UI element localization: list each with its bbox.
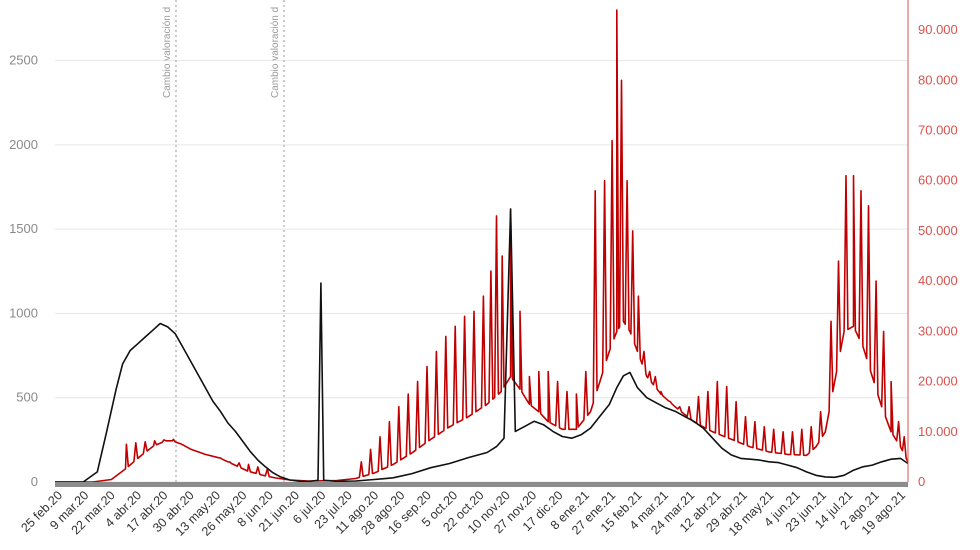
series-path bbox=[55, 208, 909, 483]
annotation-label: Cambio valoración d bbox=[270, 7, 281, 98]
y-right-tick-label: 50.000 bbox=[918, 223, 958, 238]
series-path bbox=[55, 9, 909, 483]
series-black-line bbox=[55, 208, 909, 483]
y-right-tick-label: 10.000 bbox=[918, 424, 958, 439]
series-red-line bbox=[55, 9, 909, 483]
y-left-tick-label: 500 bbox=[16, 390, 38, 405]
y-left-tick-label: 0 bbox=[31, 474, 38, 489]
y-right-tick-label: 90.000 bbox=[918, 22, 958, 37]
y-right-tick-label: 30.000 bbox=[918, 323, 958, 338]
y-left-tick-label: 2000 bbox=[9, 137, 38, 152]
y-right-tick-label: 80.000 bbox=[918, 72, 958, 87]
y-left-tick-label: 1000 bbox=[9, 305, 38, 320]
y-left-tick-label: 2500 bbox=[9, 53, 38, 68]
y-axis-left: 0 500 1000 1500 2000 2500 bbox=[9, 53, 38, 489]
y-axis-right: 0 10.000 20.000 30.000 40.000 50.000 60.000 70.… bbox=[907, 0, 958, 489]
annotation-lines bbox=[175, 0, 285, 482]
annotations: Cambio valoración d Cambio valoración d bbox=[162, 7, 281, 98]
y-right-tick-label: 70.000 bbox=[918, 123, 958, 138]
y-right-tick-label: 0 bbox=[918, 474, 925, 489]
gridlines bbox=[55, 60, 908, 483]
annotation-label: Cambio valoración d bbox=[162, 7, 173, 98]
y-left-tick-label: 1500 bbox=[9, 221, 38, 236]
y-right-tick-label: 40.000 bbox=[918, 273, 958, 288]
y-right-tick-label: 20.000 bbox=[918, 374, 958, 389]
x-axis-bar bbox=[55, 482, 908, 487]
y-right-tick-label: 60.000 bbox=[918, 173, 958, 188]
